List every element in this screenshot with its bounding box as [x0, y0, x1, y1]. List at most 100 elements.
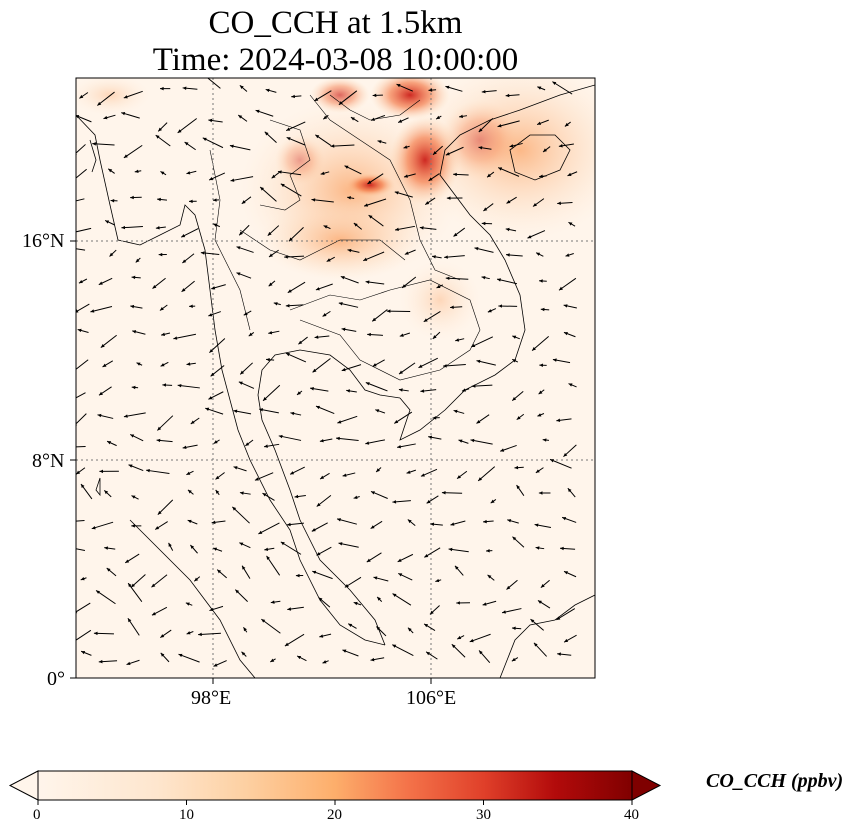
wind-arrowhead [512, 359, 517, 363]
wind-arrowhead [420, 389, 425, 393]
wind-arrowhead [370, 525, 375, 529]
wind-arrowhead [202, 73, 206, 77]
wind-arrowhead [155, 226, 160, 230]
wind-arrow [123, 412, 146, 418]
wind-arrowhead [205, 407, 210, 411]
wind-arrowhead [535, 469, 540, 473]
wind-arrowhead [453, 172, 457, 177]
wind-vectors [61, 73, 578, 667]
wind-arrowhead [505, 227, 510, 232]
wind-arrowhead [146, 468, 150, 473]
wind-arrow [549, 458, 572, 469]
wind-arrowhead [315, 287, 320, 291]
wind-arrowhead [398, 388, 403, 392]
wind-arrow [97, 91, 115, 106]
wind-arrowhead [160, 363, 165, 367]
wind-arrowhead [160, 86, 164, 91]
wind-arrowhead [481, 221, 486, 226]
wind-arrowhead [108, 168, 113, 173]
wind-arrowhead [245, 442, 250, 446]
wind-arrowhead [76, 309, 79, 313]
wind-arrowhead [200, 251, 205, 255]
wind-arrowhead [248, 332, 253, 337]
colorbar-tick-10: 10 [179, 807, 194, 823]
wind-arrow [76, 392, 86, 399]
wind-arrowhead [377, 596, 381, 601]
wind-arrow [363, 198, 387, 207]
wind-arrowhead [445, 276, 450, 281]
wind-arrowhead [353, 223, 358, 227]
wind-arrowhead [392, 593, 397, 597]
wind-arrow [178, 653, 200, 663]
wind-arrowhead [459, 114, 463, 119]
wind-arrowhead [125, 559, 130, 563]
wind-arrowhead [102, 363, 107, 367]
wind-arrowhead [316, 502, 321, 507]
wind-arrowhead [213, 663, 218, 667]
wind-arrowhead [271, 174, 276, 179]
wind-arrowhead [66, 400, 70, 403]
wind-arrowhead [365, 441, 370, 445]
wind-arrow [471, 336, 494, 348]
wind-arrow [76, 413, 87, 425]
colorbar-tick-40: 40 [624, 807, 639, 823]
wind-arrowhead [151, 583, 156, 588]
wind-arrow [278, 435, 302, 441]
wind-arrowhead [310, 387, 314, 391]
wind-arrowhead [479, 650, 483, 655]
wind-arrowhead [130, 195, 134, 200]
wind-arrowhead [461, 388, 466, 392]
wind-arrowhead [487, 574, 492, 579]
wind-arrow [76, 144, 86, 154]
wind-arrowhead [233, 409, 238, 413]
wind-arrowhead [236, 246, 241, 250]
wind-arrowhead [535, 546, 540, 550]
wind-arrowhead [259, 408, 264, 412]
wind-arrowhead [424, 623, 429, 628]
wind-arrow [531, 336, 550, 352]
wind-arrowhead [181, 233, 186, 238]
wind-arrowhead [260, 186, 265, 191]
wind-arrowhead [98, 659, 103, 664]
wind-arrowhead [375, 409, 380, 413]
wind-arrowhead [315, 405, 320, 410]
wind-arrowhead [285, 353, 290, 357]
wind-arrowhead [236, 272, 241, 276]
wind-arrowhead [337, 518, 341, 522]
colorbar [8, 770, 662, 805]
wind-arrowhead [76, 114, 80, 119]
wind-arrowhead [567, 172, 572, 176]
wind-arrowhead [241, 200, 246, 204]
wind-arrowhead [563, 452, 568, 457]
wind-arrow [177, 118, 197, 134]
wind-arrowhead [230, 178, 235, 182]
wind-arrowhead [61, 202, 65, 205]
wind-arrow [76, 445, 86, 448]
wind-arrowhead [457, 475, 461, 479]
wind-arrowhead [131, 495, 136, 499]
wind-arrowhead [155, 135, 160, 139]
wind-arrowhead [104, 546, 109, 550]
wind-arrowhead [110, 198, 115, 203]
wind-arrowhead [268, 330, 273, 335]
wind-arrowhead [398, 573, 403, 577]
wind-arrowhead [109, 252, 114, 257]
wind-arrowhead [445, 152, 450, 156]
wind-arrowhead [182, 86, 187, 90]
wind-arrowhead [156, 438, 161, 443]
wind-arrowhead [443, 364, 447, 368]
wind-arrowhead [91, 525, 96, 530]
wind-arrowhead [429, 610, 434, 615]
wind-arrowhead [189, 304, 193, 309]
wind-arrowhead [121, 111, 126, 116]
wind-arrowhead [368, 215, 373, 219]
wind-arrowhead [287, 607, 292, 611]
wind-arrowhead [157, 510, 162, 515]
wind-arrowhead [399, 333, 404, 337]
wind-arrowhead [297, 655, 302, 660]
wind-arrowhead [314, 97, 319, 101]
wind-arrowhead [512, 536, 517, 541]
wind-arrowhead [198, 632, 202, 637]
wind-arrowhead [267, 231, 272, 236]
wind-arrowhead [98, 281, 103, 285]
